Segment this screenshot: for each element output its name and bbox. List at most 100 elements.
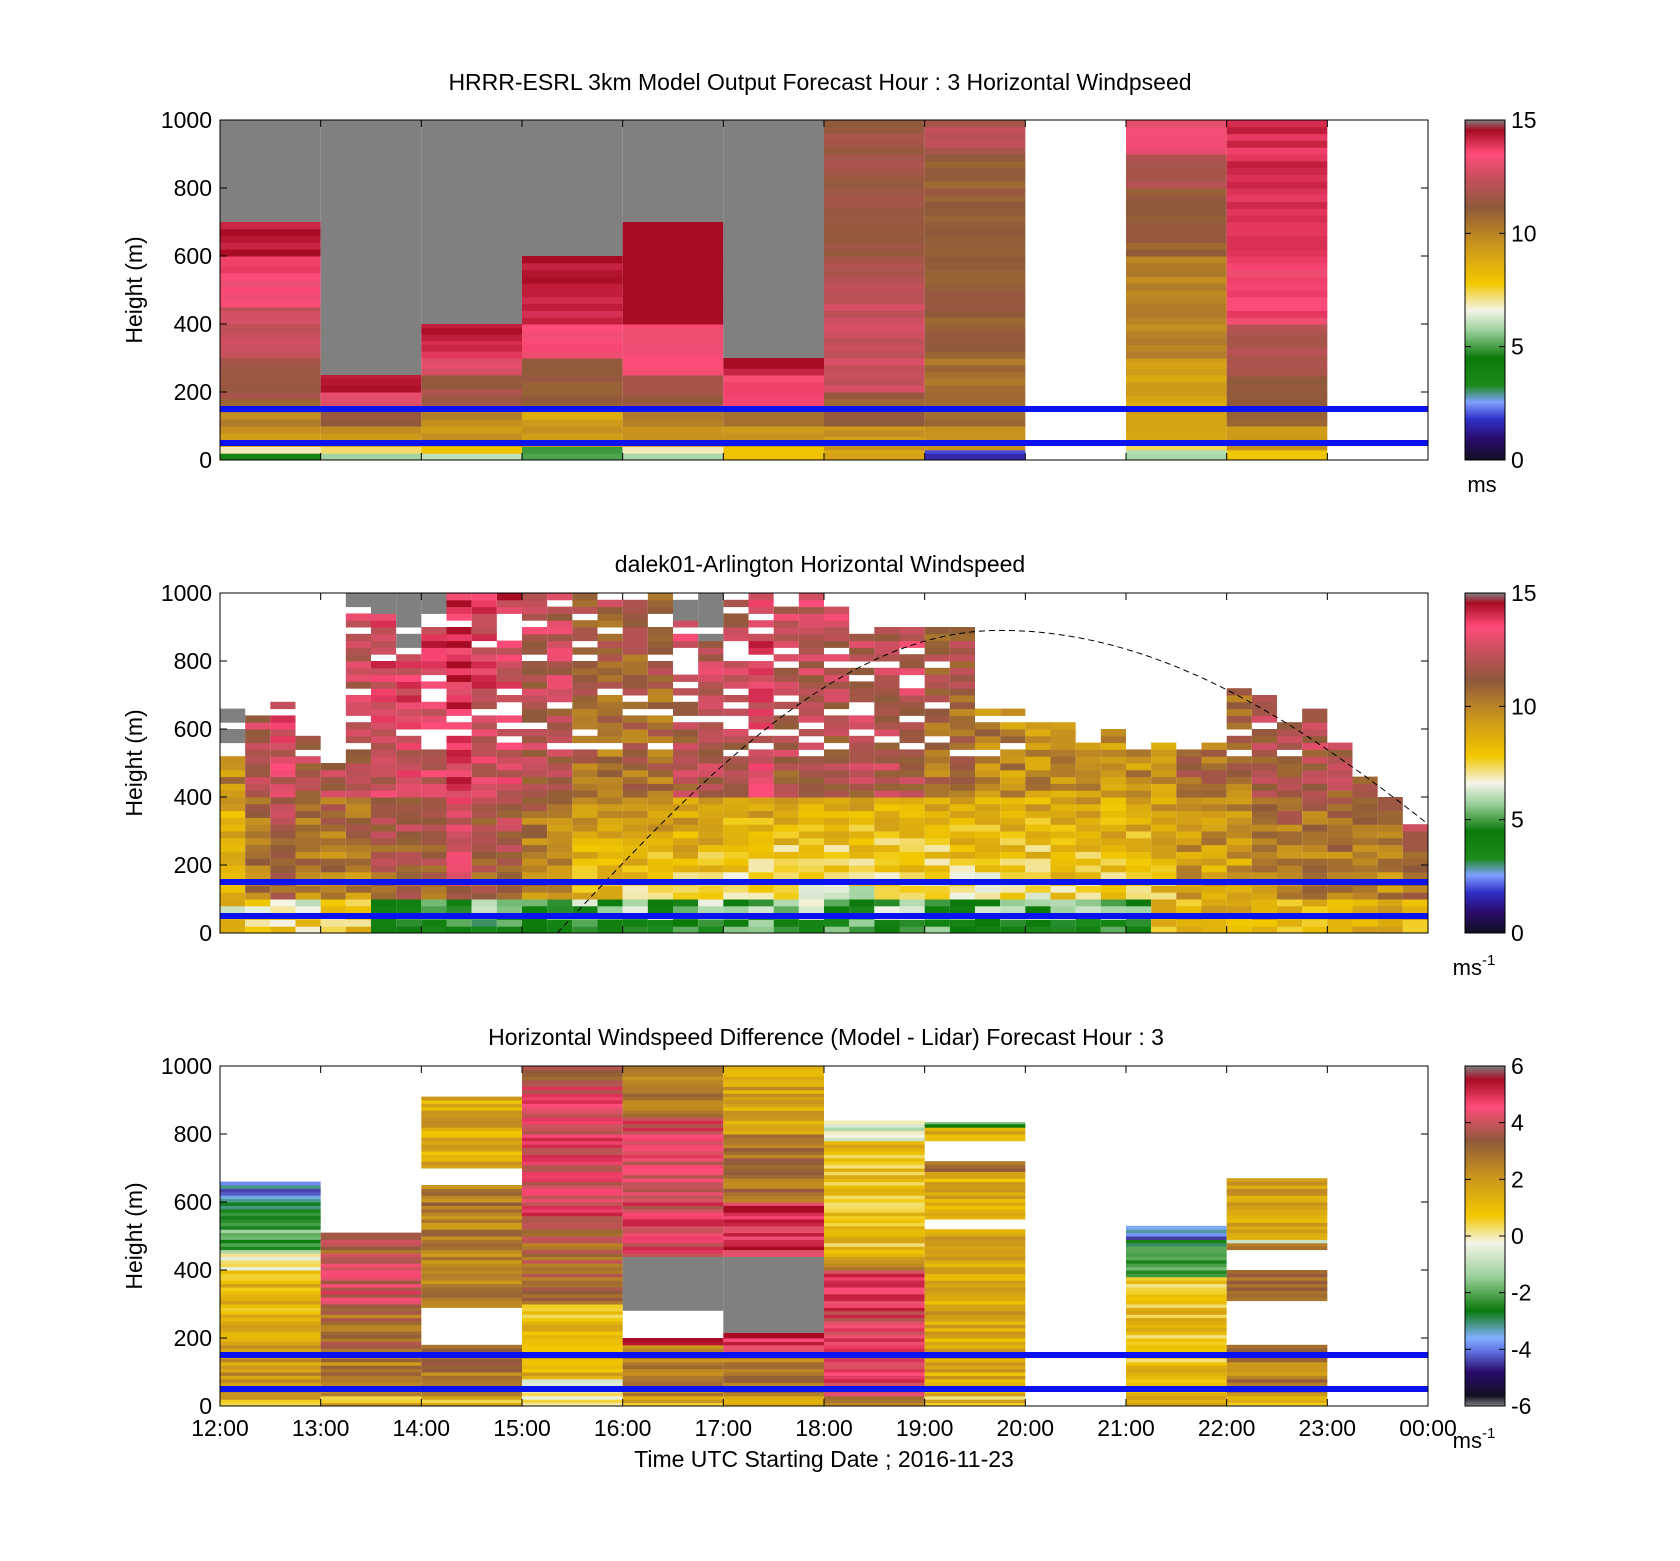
heatmap-cell — [496, 797, 522, 805]
heatmap-cell — [1201, 817, 1227, 825]
heatmap-cell — [824, 1137, 925, 1142]
heatmap-cell — [924, 337, 1026, 345]
heatmap-cell — [220, 1195, 321, 1200]
heatmap-cell — [522, 1103, 623, 1108]
heatmap-cell — [522, 1378, 623, 1383]
heatmap-cell — [723, 1161, 824, 1166]
heatmap-cell — [1126, 905, 1152, 914]
heatmap-cell — [597, 803, 623, 812]
heatmap-cell — [547, 790, 573, 798]
colorbar-tick-label: 6 — [1511, 1053, 1524, 1079]
heatmap-cell — [1126, 1256, 1227, 1261]
heatmap-cell — [471, 620, 497, 628]
heatmap-cell — [522, 674, 548, 682]
heatmap-cell — [1251, 837, 1277, 846]
heatmap-cell — [522, 1151, 623, 1155]
heatmap-cell — [1126, 154, 1227, 162]
heatmap-cell — [1151, 851, 1177, 859]
heatmap-cell — [622, 613, 648, 621]
heatmap-cell — [698, 810, 724, 818]
heatmap-cell — [220, 1378, 321, 1383]
heatmap-cell — [874, 892, 900, 900]
heatmap-cell — [824, 654, 850, 662]
heatmap-cell — [421, 412, 522, 420]
heatmap-cell — [824, 905, 850, 914]
y-tick-label: 0 — [199, 447, 212, 473]
heatmap-cell — [874, 858, 900, 866]
heatmap-cell — [1251, 797, 1277, 805]
heatmap-cell — [471, 599, 497, 608]
heatmap-cell — [1126, 443, 1227, 451]
heatmap-cell — [245, 729, 271, 737]
heatmap-cell — [723, 1212, 824, 1217]
heatmap-cell — [824, 167, 925, 175]
heatmap-cell — [1100, 919, 1126, 927]
heatmap-cell — [698, 851, 724, 859]
heatmap-cell — [1151, 790, 1177, 798]
heatmap-cell — [371, 735, 397, 744]
heatmap-cell — [824, 606, 850, 614]
heatmap-cell — [748, 715, 774, 723]
heatmap-cell — [1100, 729, 1126, 737]
heatmap-cell — [1377, 865, 1403, 873]
heatmap-cell — [622, 1361, 724, 1366]
heatmap-cell — [899, 837, 925, 846]
heatmap-cell — [421, 361, 522, 369]
heatmap-cell — [1176, 803, 1202, 812]
heatmap-cell — [849, 640, 875, 648]
heatmap-cell — [773, 803, 799, 812]
heatmap-cell — [824, 899, 850, 907]
heatmap-cell — [1126, 140, 1227, 148]
heatmap-cell — [622, 1236, 724, 1240]
heatmap-cell — [622, 402, 724, 410]
heatmap-cell — [975, 919, 1001, 927]
heatmap-cell — [421, 1137, 522, 1142]
heatmap-cell — [1277, 871, 1303, 880]
colorbar-tick-label: 15 — [1511, 107, 1537, 133]
heatmap-cell — [421, 453, 522, 461]
heatmap-cell — [949, 633, 975, 642]
heatmap-cell — [824, 443, 925, 451]
heatmap-cell — [421, 1297, 522, 1302]
heatmap-cell — [1251, 851, 1277, 859]
heatmap-cell — [1226, 327, 1328, 335]
y-axis-label: Height (m) — [121, 709, 147, 816]
heatmap-cell — [295, 865, 321, 873]
heatmap-cell — [295, 885, 321, 893]
heatmap-cell — [522, 1236, 623, 1240]
heatmap-cell — [522, 810, 548, 818]
heatmap-cell — [723, 1171, 824, 1176]
heatmap-cell — [773, 654, 799, 662]
heatmap-cell — [1151, 844, 1177, 852]
heatmap-cell — [622, 919, 648, 927]
heatmap-cell — [824, 1168, 925, 1172]
heatmap-cell — [1126, 1280, 1227, 1285]
heatmap-cell — [446, 885, 472, 893]
heatmap-cell — [1000, 885, 1026, 893]
heatmap-cell — [622, 892, 648, 900]
heatmap-cell — [899, 749, 925, 757]
heatmap-cell — [924, 1195, 1026, 1200]
heatmap-cell — [1302, 899, 1328, 907]
heatmap-cell — [849, 735, 875, 744]
heatmap-cell — [270, 899, 296, 907]
heatmap-cell — [874, 708, 900, 716]
heatmap-cell — [522, 1310, 623, 1315]
heatmap-cell — [622, 1096, 724, 1101]
heatmap-cell — [622, 412, 724, 420]
heatmap-cell — [924, 742, 950, 750]
heatmap-cell — [849, 871, 875, 880]
heatmap-cell — [1126, 1348, 1227, 1353]
heatmap-cell — [622, 722, 648, 730]
heatmap-cell — [647, 763, 673, 771]
heatmap-cell — [421, 647, 447, 655]
heatmap-cell — [824, 1399, 925, 1404]
heatmap-cell — [723, 1072, 824, 1077]
heatmap-cell — [849, 824, 875, 832]
heatmap-cell — [622, 324, 724, 328]
heatmap-cell — [522, 613, 548, 621]
heatmap-cell — [371, 837, 397, 846]
heatmap-cell — [824, 351, 925, 359]
heatmap-cell — [949, 837, 975, 846]
heatmap-cell — [824, 1314, 925, 1319]
